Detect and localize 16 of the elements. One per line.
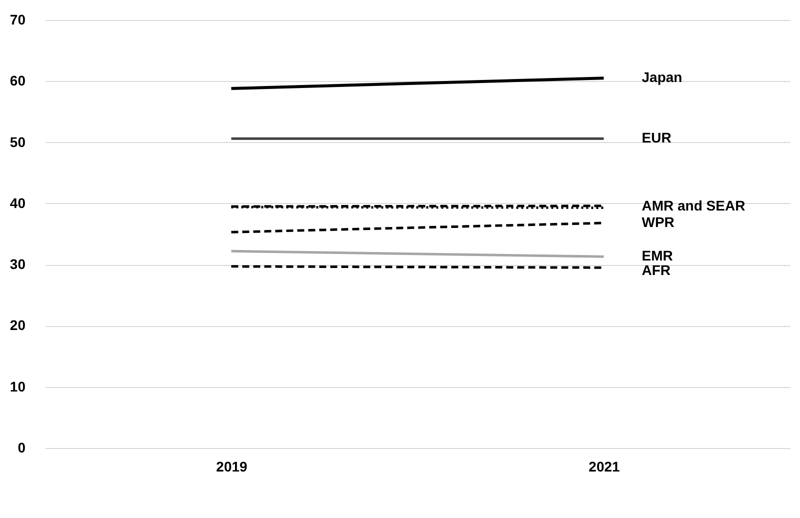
text: EUR (642, 130, 672, 146)
text: AFR (642, 262, 671, 278)
text: EMR (642, 248, 673, 264)
y-tick-label: 70 (10, 12, 26, 28)
y-tick-label: 60 (10, 72, 26, 89)
text: WPR (642, 214, 674, 230)
y-tick-label: 10 (10, 378, 26, 394)
x-tick-label: 2019 (216, 458, 248, 474)
y-tick-label: 20 (10, 317, 26, 334)
y-tick-label: 40 (10, 194, 26, 211)
y-tick-label: 30 (10, 256, 26, 272)
y-tick-label: 0 (18, 440, 26, 456)
x-tick-label: 2021 (588, 458, 620, 474)
annotation: AMR and SEAR (642, 197, 746, 214)
text: Japan (642, 69, 682, 86)
y-tick-label: 50 (10, 134, 26, 150)
